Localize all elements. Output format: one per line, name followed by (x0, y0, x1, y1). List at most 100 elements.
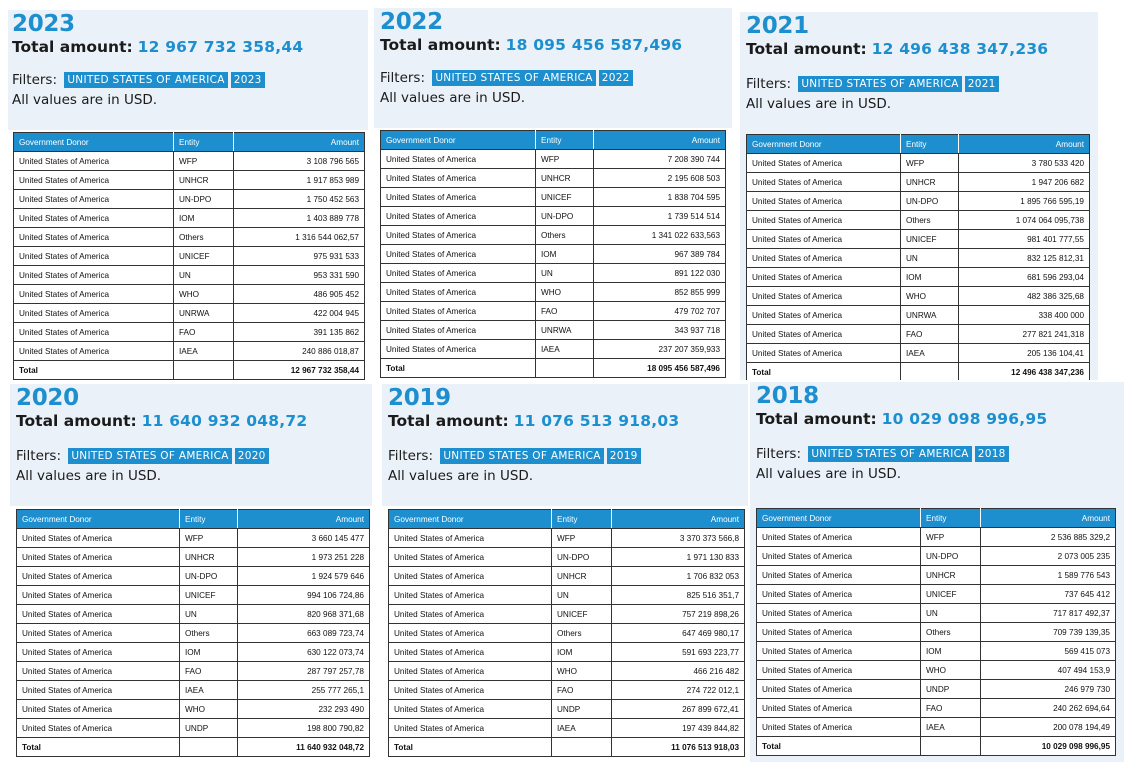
entity-cell: UNICEF (179, 585, 238, 605)
donor-cell: United States of America (13, 208, 174, 228)
donor-cell: United States of America (16, 585, 180, 605)
entity-cell: UN (179, 604, 238, 624)
donor-table: Government Donor Entity Amount United St… (388, 509, 745, 757)
donor-cell: United States of America (746, 229, 901, 249)
amount-cell: 240 886 018,87 (233, 341, 365, 361)
filter-chip-country[interactable]: UNITED STATES OF AMERICA (798, 76, 962, 92)
donor-cell: United States of America (380, 339, 536, 359)
amount-cell: 198 800 790,82 (237, 718, 370, 738)
table-row: United States of America UN-DPO 1 750 452 … (13, 189, 365, 209)
filter-chip-country[interactable]: UNITED STATES OF AMERICA (808, 446, 972, 462)
filter-chip-country[interactable]: UNITED STATES OF AMERICA (440, 448, 604, 464)
donor-cell: United States of America (746, 191, 901, 211)
amount-cell: 200 078 194,49 (980, 717, 1116, 737)
entity-cell: UN-DPO (179, 566, 238, 586)
col-entity: Entity (173, 132, 234, 152)
table-row: United States of America UNICEF 757 219 89… (388, 604, 745, 624)
amount-cell: 277 821 241,318 (958, 324, 1090, 344)
total-amount-line: Total amount: 11 076 513 918,03 (388, 410, 679, 432)
total-amount-value: 12 496 438 347,236 (871, 40, 1049, 58)
filter-chip-country[interactable]: UNITED STATES OF AMERICA (68, 448, 232, 464)
entity-cell: IOM (535, 244, 594, 264)
entity-cell: IAEA (900, 343, 959, 363)
donor-cell: United States of America (746, 324, 901, 344)
donor-cell: United States of America (380, 263, 536, 283)
donor-table: Government Donor Entity Amount United St… (756, 508, 1116, 756)
filters-label: Filters: (380, 70, 426, 86)
filter-chip-year[interactable]: 2019 (606, 448, 641, 464)
donor-cell: United States of America (746, 248, 901, 268)
filter-chip-country[interactable]: UNITED STATES OF AMERICA (432, 70, 596, 86)
total-amount-label: Total amount: (16, 412, 137, 430)
amount-cell: 3 660 145 477 (237, 528, 370, 548)
table-row: United States of America Others 709 739 13… (756, 622, 1116, 642)
entity-cell: FAO (179, 661, 238, 681)
total-row-label: Total (756, 736, 921, 756)
entity-cell: UN-DPO (920, 546, 981, 566)
amount-cell: 3 108 796 565 (233, 151, 365, 171)
amount-cell: 466 216 482 (611, 661, 745, 681)
table-row: United States of America FAO 287 797 257,7… (16, 661, 370, 681)
amount-cell: 205 136 104,41 (958, 343, 1090, 363)
entity-cell: IOM (173, 208, 234, 228)
donor-cell: United States of America (746, 172, 901, 192)
amount-cell: 1 973 251 228 (237, 547, 370, 567)
donor-cell: United States of America (13, 151, 174, 171)
donor-cell: United States of America (388, 604, 552, 624)
table-row: United States of America Others 1 316 544 … (13, 227, 365, 247)
filter-chip-country[interactable]: UNITED STATES OF AMERICA (64, 72, 228, 88)
entity-cell: UNDP (179, 718, 238, 738)
col-government-donor: Government Donor (16, 509, 180, 529)
filters-label: Filters: (12, 72, 58, 88)
table-row: United States of America UNRWA 422 004 945 (13, 303, 365, 323)
amount-cell: 1 739 514 514 (593, 206, 726, 226)
total-amount-label: Total amount: (746, 40, 867, 58)
entity-cell: FAO (900, 324, 959, 344)
donor-cell: United States of America (16, 642, 180, 662)
table-row: United States of America UN-DPO 2 073 005 … (756, 546, 1116, 566)
usd-note: All values are in USD. (16, 468, 162, 484)
table-header-row: Government Donor Entity Amount (746, 134, 1090, 154)
amount-cell: 630 122 073,74 (237, 642, 370, 662)
year-heading: 2020 (16, 385, 79, 411)
amount-cell: 994 106 724,86 (237, 585, 370, 605)
entity-cell: IAEA (179, 680, 238, 700)
donor-cell: United States of America (756, 660, 921, 680)
filter-chip-year[interactable]: 2022 (598, 70, 633, 86)
amount-cell: 981 401 777,55 (958, 229, 1090, 249)
donor-cell: United States of America (13, 246, 174, 266)
donor-cell: United States of America (756, 565, 921, 585)
table-row: United States of America WHO 466 216 482 (388, 661, 745, 681)
table-row: United States of America FAO 274 722 012,1 (388, 680, 745, 700)
amount-cell: 1 403 889 778 (233, 208, 365, 228)
donor-cell: United States of America (13, 189, 174, 209)
amount-cell: 891 122 030 (593, 263, 726, 283)
donor-cell: United States of America (13, 322, 174, 342)
table-row: United States of America WHO 482 386 325,6… (746, 286, 1090, 306)
filter-chip-year[interactable]: 2020 (234, 448, 269, 464)
table-row: United States of America IOM 630 122 073,7… (16, 642, 370, 662)
table-row: United States of America IAEA 205 136 104,… (746, 343, 1090, 363)
amount-cell: 825 516 351,7 (611, 585, 745, 605)
donor-cell: United States of America (16, 718, 180, 738)
table-row: United States of America Others 1 074 064 … (746, 210, 1090, 230)
table-row: United States of America UN 953 331 590 (13, 265, 365, 285)
amount-cell: 569 415 073 (980, 641, 1116, 661)
amount-cell: 2 073 005 235 (980, 546, 1116, 566)
total-row-amount: 18 095 456 587,496 (593, 358, 726, 378)
table-row: United States of America WHO 407 494 153,9 (756, 660, 1116, 680)
total-row-amount: 10 029 098 996,95 (980, 736, 1116, 756)
total-row-label: Total (13, 360, 174, 380)
panel-2018: 2018 Total amount: 10 029 098 996,95 Fil… (750, 382, 1124, 762)
entity-cell: UNICEF (551, 604, 612, 624)
amount-cell: 1 924 579 646 (237, 566, 370, 586)
entity-cell: UNRWA (535, 320, 594, 340)
table-row: United States of America WFP 2 536 885 329… (756, 527, 1116, 547)
total-amount-line: Total amount: 12 496 438 347,236 (746, 38, 1048, 60)
year-heading: 2021 (746, 13, 809, 39)
entity-cell: IAEA (920, 717, 981, 737)
filter-chip-year[interactable]: 2021 (964, 76, 999, 92)
table-row: United States of America IOM 681 596 293,0… (746, 267, 1090, 287)
filter-chip-year[interactable]: 2018 (974, 446, 1009, 462)
filter-chip-year[interactable]: 2023 (230, 72, 265, 88)
